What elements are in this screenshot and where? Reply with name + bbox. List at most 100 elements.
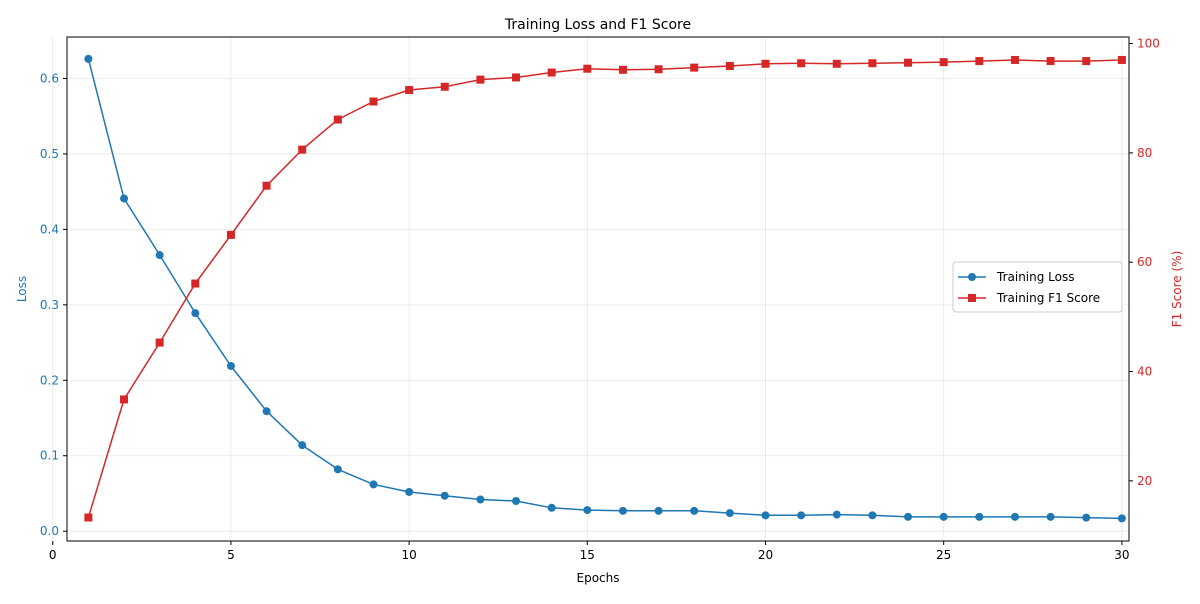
series-line-training-loss: [87, 58, 1122, 520]
chart-title: Training Loss and F1 Score: [504, 17, 691, 33]
data-point-training-loss: [84, 54, 93, 63]
series-layer: [84, 54, 1126, 523]
right-y-tick-label: 80: [1137, 146, 1152, 160]
data-point-training-f1-score: [226, 230, 235, 239]
data-point-training-loss: [333, 465, 342, 474]
right-y-tick-label: 60: [1137, 255, 1152, 269]
grid: [52, 37, 1129, 541]
plot-frame: [66, 36, 1130, 542]
data-point-training-loss: [868, 511, 877, 520]
data-point-training-loss: [618, 506, 627, 515]
data-point-training-f1-score: [583, 64, 592, 73]
data-point-training-f1-score: [761, 59, 770, 68]
left-y-tick-label: 0.5: [40, 147, 59, 161]
data-point-training-loss: [262, 407, 271, 416]
data-point-training-f1-score: [797, 59, 806, 68]
data-point-training-loss: [440, 491, 449, 500]
data-point-training-loss: [832, 510, 841, 519]
legend-marker-training-loss: [968, 273, 976, 281]
x-axis: 0 5 10 15 20 25 30: [49, 541, 1130, 562]
x-tick-label: 15: [580, 548, 595, 562]
x-tick-label: 20: [758, 548, 773, 562]
series-line-training-f1-score: [87, 59, 1122, 518]
data-point-training-loss: [1117, 514, 1126, 523]
data-point-training-loss: [155, 251, 164, 260]
data-point-training-loss: [939, 512, 948, 521]
x-tick-label: 0: [49, 548, 57, 562]
data-point-training-loss: [476, 495, 485, 504]
data-point-training-f1-score: [369, 97, 378, 106]
data-point-training-loss: [512, 497, 521, 506]
legend-label-training-loss: Training Loss: [996, 270, 1074, 284]
data-point-training-f1-score: [120, 395, 129, 404]
data-point-training-loss: [654, 506, 663, 515]
data-point-training-loss: [761, 511, 770, 520]
data-point-training-f1-score: [618, 65, 627, 74]
right-y-axis-label: F1 Score (%): [1170, 251, 1184, 328]
data-point-training-loss: [1010, 512, 1019, 521]
data-point-training-loss: [547, 503, 556, 512]
right-y-tick-label: 40: [1137, 365, 1152, 379]
legend-marker-training-f1-score: [968, 294, 976, 302]
data-point-training-f1-score: [939, 58, 948, 67]
data-point-training-loss: [120, 194, 129, 203]
data-point-training-loss: [975, 512, 984, 521]
legend-entry-training-loss: Training Loss: [958, 270, 1074, 284]
data-point-training-f1-score: [84, 513, 93, 522]
data-point-training-f1-score: [868, 59, 877, 68]
data-point-training-f1-score: [440, 82, 449, 91]
data-point-training-loss: [690, 506, 699, 515]
data-point-training-loss: [226, 361, 235, 370]
right-y-axis: 20 40 60 80 100: [1129, 37, 1160, 488]
data-point-training-loss: [725, 509, 734, 518]
x-tick-label: 25: [936, 548, 951, 562]
left-y-axis: 0.0 0.1 0.2 0.3 0.4 0.5 0.6: [40, 71, 67, 538]
data-point-training-f1-score: [405, 86, 414, 95]
data-point-training-f1-score: [155, 338, 164, 347]
legend-box: [952, 261, 1123, 313]
left-y-tick-label: 0.4: [40, 222, 59, 236]
data-point-training-f1-score: [832, 59, 841, 68]
data-point-training-f1-score: [690, 63, 699, 72]
data-point-training-loss: [583, 506, 592, 515]
legend-entry-training-f1-score: Training F1 Score: [958, 291, 1100, 305]
data-point-training-f1-score: [476, 75, 485, 84]
data-point-training-f1-score: [298, 145, 307, 154]
data-point-training-f1-score: [654, 65, 663, 74]
left-y-axis-label: Loss: [15, 276, 29, 302]
data-point-training-f1-score: [191, 279, 200, 288]
left-y-tick-label: 0.1: [40, 449, 59, 463]
data-point-training-f1-score: [725, 61, 734, 70]
data-point-training-loss: [298, 441, 307, 450]
data-point-training-f1-score: [975, 57, 984, 66]
data-point-training-loss: [405, 487, 414, 496]
data-point-training-f1-score: [1082, 57, 1091, 66]
data-point-training-f1-score: [1046, 57, 1055, 66]
data-point-training-loss: [369, 480, 378, 489]
left-y-tick-label: 0.2: [40, 373, 59, 387]
right-y-tick-label: 20: [1137, 474, 1152, 488]
x-axis-label: Epochs: [577, 571, 620, 585]
left-y-tick-label: 0.6: [40, 71, 59, 85]
legend: Training Loss Training F1 Score: [952, 261, 1123, 313]
data-point-training-f1-score: [1010, 55, 1019, 64]
data-point-training-f1-score: [512, 73, 521, 82]
left-y-tick-label: 0.3: [40, 298, 59, 312]
data-point-training-loss: [904, 512, 913, 521]
data-point-training-loss: [1046, 512, 1055, 521]
data-point-training-loss: [797, 511, 806, 520]
legend-label-training-f1-score: Training F1 Score: [996, 291, 1100, 305]
right-y-tick-label: 100: [1137, 37, 1160, 51]
data-point-training-loss: [1082, 513, 1091, 522]
data-point-training-f1-score: [904, 58, 913, 67]
x-tick-label: 10: [401, 548, 416, 562]
left-y-tick-label: 0.0: [40, 524, 59, 538]
x-tick-label: 5: [227, 548, 235, 562]
data-point-training-loss: [191, 309, 200, 318]
data-point-training-f1-score: [333, 115, 342, 124]
data-point-training-f1-score: [262, 181, 271, 190]
data-point-training-f1-score: [1117, 55, 1126, 64]
data-point-training-f1-score: [547, 68, 556, 77]
